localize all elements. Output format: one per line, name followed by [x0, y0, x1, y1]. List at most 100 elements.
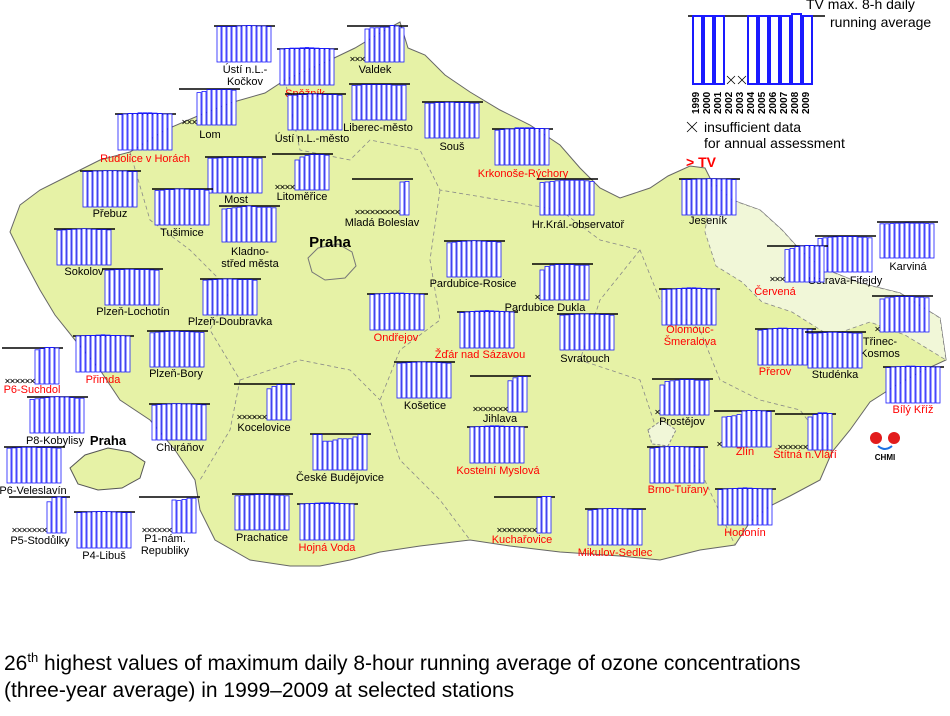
bar-excess [485, 310, 489, 312]
station-label: Mladá Boleslav [345, 217, 420, 229]
bar-excess [138, 112, 142, 114]
insufficient-data [717, 441, 722, 447]
bar [157, 113, 163, 151]
bar [699, 447, 705, 484]
bar [124, 268, 130, 306]
bar [757, 488, 763, 526]
insufficient-data [780, 276, 785, 282]
bar [486, 241, 492, 278]
bar [112, 170, 118, 208]
bar [421, 361, 427, 399]
bar [789, 247, 795, 283]
bar [56, 229, 62, 266]
bar [226, 26, 232, 63]
bar [271, 385, 277, 421]
bar [162, 113, 168, 151]
bar-excess [748, 488, 752, 489]
bar [189, 189, 195, 226]
bar [91, 511, 97, 549]
bar [792, 327, 798, 366]
bar [191, 403, 197, 441]
bar [491, 241, 497, 278]
station-label: Pardubice-Rosice [430, 278, 517, 290]
caption-number: 26 [4, 652, 28, 675]
bar [935, 366, 941, 404]
insufficient-data [262, 414, 267, 420]
bar [274, 494, 280, 531]
bar [6, 447, 12, 484]
bar [217, 157, 223, 194]
bar [66, 229, 72, 266]
insufficient-data [798, 444, 803, 450]
station-label: Ústí n.L.-město [275, 132, 350, 145]
bar [249, 494, 255, 531]
bar [424, 102, 430, 139]
station-label: Přimda [86, 374, 122, 386]
bar [161, 403, 167, 441]
bar [814, 245, 820, 283]
bar [867, 237, 873, 273]
logo-text: CHMI [875, 453, 895, 462]
bar [371, 84, 377, 121]
bar [69, 397, 75, 434]
bar-excess [290, 48, 294, 49]
bar [90, 334, 96, 373]
bar [314, 47, 320, 86]
bar [669, 445, 675, 484]
bar-excess [305, 47, 309, 49]
insufficient-data [497, 527, 502, 533]
bar-excess [106, 335, 110, 336]
bar-excess [608, 508, 612, 509]
bar-excess [91, 335, 95, 336]
bar [479, 425, 485, 464]
bar [36, 447, 42, 484]
caption-line: (three-year average) in 1999–2009 at sel… [4, 679, 515, 702]
bar [34, 349, 40, 385]
insufficient-data [655, 409, 660, 415]
bar [11, 447, 17, 484]
bar [379, 293, 385, 331]
bar [599, 314, 605, 351]
bar [819, 245, 825, 283]
bar-excess [783, 328, 787, 329]
bar-excess [335, 503, 339, 504]
bar-excess [101, 334, 105, 336]
bar [102, 170, 108, 208]
bar-excess [50, 347, 54, 348]
bar-excess [320, 502, 324, 504]
bar [221, 208, 227, 243]
bar [396, 362, 402, 399]
bar [156, 404, 162, 441]
bar [579, 264, 585, 301]
bar [426, 361, 432, 399]
bar [207, 279, 213, 316]
bar [142, 112, 148, 151]
bar [139, 269, 145, 306]
bar [104, 269, 110, 306]
bar-excess [480, 310, 484, 312]
bar [842, 236, 848, 273]
bar [246, 205, 252, 243]
insufficient-data [192, 119, 197, 125]
bar [637, 509, 643, 546]
bar [474, 426, 480, 464]
bar [394, 25, 400, 63]
bar [446, 362, 452, 399]
bar [127, 171, 133, 208]
insufficient-data [142, 527, 147, 533]
bar-excess [921, 366, 925, 367]
bar [747, 487, 753, 526]
bar [319, 48, 325, 86]
bar [649, 447, 655, 484]
bar [312, 93, 318, 131]
bar [471, 240, 477, 278]
bar-excess [823, 412, 827, 414]
bar [890, 366, 896, 404]
station-label: Krkonoše-Rýchory [478, 168, 569, 180]
insufficient-data [257, 414, 262, 420]
station-label: Kladno- [231, 246, 269, 258]
legend-title: TV max. 8-h daily [806, 0, 915, 12]
bar [549, 180, 555, 216]
bar [194, 331, 200, 368]
bar-excess [320, 48, 324, 49]
